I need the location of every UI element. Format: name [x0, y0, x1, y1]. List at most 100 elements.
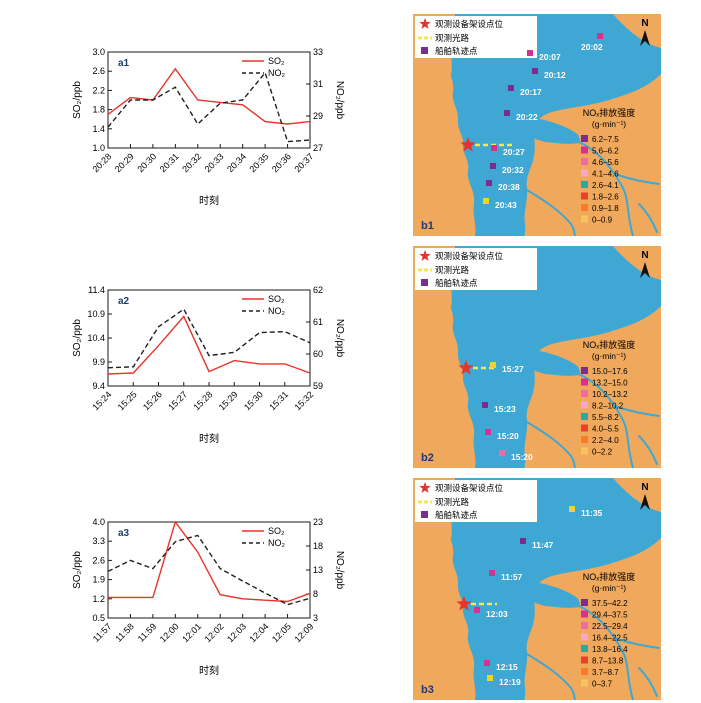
- right-tick-label: 61: [313, 317, 323, 327]
- x-tick-label: 15:24: [90, 389, 113, 412]
- legend-trackpoint-icon: [421, 279, 428, 286]
- nox-legend-swatch: [581, 413, 588, 420]
- x-tick-label: 12:02: [203, 621, 226, 644]
- nox-legend-swatch: [581, 367, 588, 374]
- legend-label-NO₂: NO₂: [268, 538, 286, 548]
- legend-station-icon: [419, 18, 431, 29]
- legend-station-icon: [419, 482, 431, 493]
- panel-label: a2: [118, 296, 130, 307]
- creek-line: [576, 604, 634, 700]
- plot-frame: [107, 51, 311, 149]
- track-point-marker: [482, 402, 488, 408]
- legend-trackpoint-label: 船舶轨迹点: [435, 510, 478, 520]
- left-tick-label: 1.4: [92, 124, 105, 134]
- legend-station-label: 观测设备架设点位: [435, 19, 504, 29]
- station-star-icon: [460, 137, 476, 152]
- north-label: N: [641, 250, 648, 261]
- nox-legend-swatch: [581, 204, 588, 211]
- right-tick-label: 8: [313, 589, 318, 599]
- map-panel-b1: N 观测设备架设点位 观测光路 船舶轨迹点 20:02 20:07 20:12 20:17 20…: [413, 14, 661, 236]
- nox-legend-swatch: [581, 169, 588, 177]
- nox-legend-swatch: [581, 447, 588, 455]
- left-tick-label: 2.2: [92, 85, 105, 95]
- map-legend-bg: [415, 16, 537, 58]
- legend-label-SO₂: SO₂: [268, 56, 285, 66]
- x-tick-label: 20:29: [113, 151, 136, 174]
- track-point-marker: [504, 110, 510, 116]
- track-point-marker: [508, 85, 514, 91]
- track-point-label: 20:17: [520, 87, 542, 97]
- track-point-label: 12:15: [496, 662, 518, 672]
- nox-legend-swatch: [581, 181, 588, 188]
- panel-label: a3: [118, 528, 130, 539]
- legend-trackpoint-icon: [421, 511, 428, 518]
- x-tick-label: 11:59: [136, 621, 159, 644]
- track-point-marker: [527, 50, 533, 56]
- x-tick-label: 12:01: [180, 621, 203, 644]
- station-star-icon: [458, 360, 474, 375]
- water-body: [448, 14, 661, 236]
- left-tick-label: 4.0: [92, 517, 105, 527]
- track-point-marker: [597, 33, 603, 39]
- track-point-label: 20:32: [502, 165, 524, 175]
- nox-legend-swatch: [581, 599, 588, 606]
- nox-legend-range: 5.5–8.2: [592, 413, 619, 422]
- legend-station-label: 观测设备架设点位: [435, 483, 504, 493]
- track-point-label: 20:38: [498, 182, 520, 192]
- nox-legend-range: 0–3.7: [592, 680, 613, 689]
- track-point-label: 15:20: [497, 431, 519, 441]
- legend-label-SO₂: SO₂: [268, 526, 285, 536]
- left-tick-label: 1.9: [92, 575, 105, 585]
- x-tick-label: 11:58: [113, 621, 136, 644]
- x-tick-label: 20:30: [135, 151, 158, 174]
- legend-station-icon: [419, 250, 431, 261]
- map-legend-bg: [415, 248, 537, 290]
- right-tick-label: 13: [313, 565, 323, 575]
- nox-legend-range: 5.6–6.2: [592, 147, 619, 156]
- nox-legend-range: 0–0.9: [592, 216, 613, 225]
- river-branch: [533, 582, 580, 608]
- right-tick-label: 62: [313, 285, 323, 295]
- x-tick-label: 11:57: [91, 621, 114, 644]
- nox-legend-range: 37.5–42.2: [592, 599, 628, 608]
- x-tick-label: 15:32: [292, 389, 315, 412]
- nox-legend-range: 6.2–7.5: [592, 135, 619, 144]
- nox-legend-swatch: [581, 135, 588, 142]
- north-arrow-icon: [640, 494, 650, 510]
- series-line-SO₂: [107, 67, 311, 125]
- ylabel-right: NO₂/ppb: [334, 81, 345, 120]
- track-point-marker: [532, 68, 538, 74]
- right-tick-label: 60: [313, 349, 323, 359]
- track-point-label: 20:07: [539, 52, 561, 62]
- x-tick-label: 12:05: [270, 621, 293, 644]
- nox-legend-range: 22.5–29.4: [592, 622, 628, 631]
- x-tick-label: 15:30: [242, 389, 265, 412]
- legend-label-NO₂: NO₂: [268, 68, 286, 78]
- north-label: N: [641, 482, 648, 493]
- left-tick-label: 2.6: [92, 555, 105, 565]
- x-tick-label: 12:09: [292, 621, 315, 644]
- map-panel-b3: N 观测设备架设点位 观测光路 船舶轨迹点 11:35 11:47 11:57 12:03 12…: [413, 478, 661, 700]
- track-point-label: 20:22: [516, 112, 538, 122]
- right-tick-label: 33: [313, 47, 323, 57]
- north-arrow-icon: [640, 30, 650, 46]
- creek-line: [614, 173, 660, 185]
- right-tick-label: 27: [313, 143, 323, 153]
- track-point-label: 20:43: [495, 200, 517, 210]
- x-tick-label: 12:04: [248, 621, 271, 644]
- legend-trackpoint-icon: [421, 47, 428, 54]
- nox-legend-swatch: [581, 645, 588, 652]
- left-tick-label: 1.8: [92, 105, 105, 115]
- series-line-NO₂: [107, 534, 311, 606]
- track-point-label: 11:47: [532, 540, 554, 550]
- track-point-marker: [569, 506, 575, 512]
- left-tick-label: 9.9: [92, 357, 105, 367]
- x-tick-label: 15:27: [166, 389, 189, 412]
- nox-legend-swatch: [581, 610, 588, 618]
- nox-legend-swatch: [581, 158, 588, 165]
- x-tick-label: 15:28: [191, 389, 214, 412]
